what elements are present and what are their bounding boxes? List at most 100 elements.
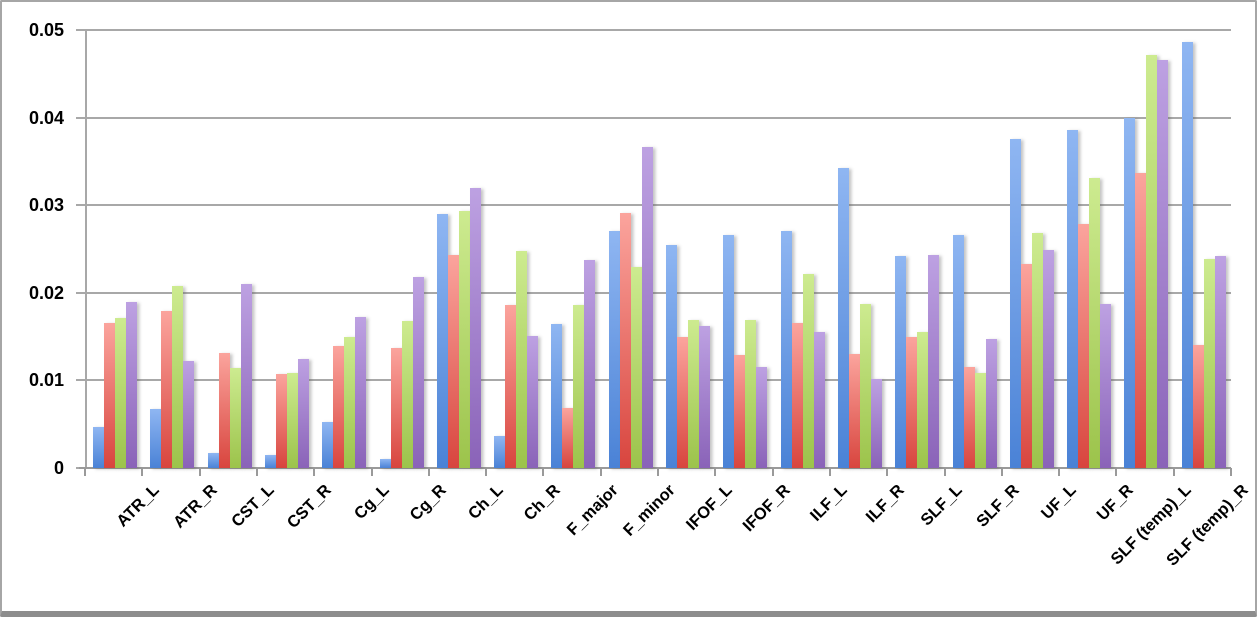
y-axis-tick — [76, 204, 85, 207]
y-axis-tick — [76, 116, 85, 119]
bar-green — [630, 266, 642, 468]
bar-purple — [126, 301, 137, 468]
bar-purple — [584, 260, 596, 468]
x-axis-tick — [943, 468, 946, 476]
y-tick-label: 0 — [53, 458, 64, 478]
bar-green — [1089, 178, 1101, 468]
x-axis-tick — [599, 468, 602, 476]
x-axis-tick — [886, 468, 889, 476]
x-axis-tick — [370, 468, 373, 476]
bar-purple — [870, 378, 882, 468]
bar-blue — [1009, 138, 1021, 468]
y-axis-tick — [76, 379, 85, 382]
bar-blue — [780, 231, 792, 468]
bar-purple — [641, 147, 653, 468]
bar-blue — [150, 409, 162, 468]
x-axis-tick — [657, 468, 659, 476]
bar-blue — [379, 459, 391, 468]
x-axis-tick — [542, 468, 545, 476]
bar-purple — [527, 335, 539, 468]
bar-blue — [207, 453, 219, 468]
y-tick-label: 0.01 — [28, 370, 64, 391]
y-tick-label: 0.02 — [28, 282, 64, 303]
x-axis-tick — [1115, 468, 1118, 476]
bar-red — [906, 336, 918, 468]
bar-blue — [952, 234, 964, 468]
bar-purple — [985, 339, 997, 468]
bar-red — [848, 354, 860, 468]
y-tick-label: 0.04 — [28, 107, 64, 128]
x-axis-tick — [255, 468, 258, 476]
bar-purple — [756, 367, 768, 468]
bar-red — [791, 322, 803, 468]
bar-green — [802, 273, 814, 468]
bar-purple — [813, 332, 825, 468]
bar-green — [1203, 258, 1215, 468]
bar-blue — [1067, 129, 1079, 468]
bar-red — [963, 367, 975, 468]
bar-red — [1078, 223, 1090, 468]
gridline — [79, 291, 1231, 294]
y-axis-line — [85, 29, 87, 469]
x-axis-tick — [427, 468, 430, 476]
bar-purple — [183, 361, 195, 468]
bar-green — [401, 320, 413, 468]
bar-purple — [1100, 304, 1112, 468]
bar-purple — [469, 187, 481, 468]
bar-green — [917, 332, 929, 468]
x-axis-tick — [1058, 468, 1061, 476]
bar-purple — [928, 255, 940, 468]
bar-green — [516, 250, 528, 468]
bar-purple — [240, 284, 252, 468]
bar-blue — [723, 234, 735, 468]
bar-green — [458, 211, 470, 468]
bar-purple — [699, 326, 710, 468]
bar-red — [333, 346, 345, 468]
bar-red — [275, 374, 287, 468]
bar-green — [344, 337, 356, 468]
bar-green — [859, 304, 871, 468]
bar-blue — [551, 324, 563, 468]
bar-purple — [297, 359, 309, 468]
x-axis-line — [79, 467, 1231, 469]
bar-red — [505, 305, 517, 468]
bar-blue — [837, 168, 849, 468]
x-axis-tick — [485, 468, 488, 476]
bar-blue — [666, 244, 677, 468]
bar-purple — [1042, 249, 1054, 468]
gridline — [79, 116, 1231, 119]
bar-red — [104, 323, 115, 468]
y-axis-tick — [76, 291, 85, 294]
bar-green — [688, 319, 699, 468]
x-axis-tick — [1230, 468, 1232, 476]
bar-green — [573, 305, 585, 468]
y-tick-label: 0.05 — [28, 20, 64, 40]
x-axis-tick — [828, 468, 831, 476]
gridline — [79, 29, 1231, 31]
bar-red — [1135, 172, 1147, 468]
bar-red — [677, 337, 688, 468]
bar-purple — [1214, 256, 1226, 468]
bar-red — [619, 213, 631, 468]
gridline — [79, 204, 1231, 207]
bar-blue — [1124, 117, 1136, 468]
x-axis-tick — [1000, 468, 1003, 476]
bar-green — [745, 319, 757, 468]
x-axis-tick — [198, 468, 201, 476]
x-axis-tick — [714, 468, 717, 476]
bar-red — [218, 353, 230, 468]
x-axis-tick — [141, 468, 144, 476]
x-axis-tick — [771, 468, 774, 476]
bar-red — [390, 347, 402, 468]
bar-blue — [436, 213, 448, 468]
bar-blue — [494, 435, 506, 468]
bar-green — [974, 373, 986, 468]
bar-green — [1146, 55, 1158, 468]
bar-red — [1020, 263, 1032, 468]
x-axis-tick — [1172, 468, 1175, 476]
gridline — [79, 379, 1231, 382]
bar-green — [115, 318, 126, 468]
bar-blue — [608, 230, 620, 468]
x-axis-tick — [84, 468, 86, 476]
